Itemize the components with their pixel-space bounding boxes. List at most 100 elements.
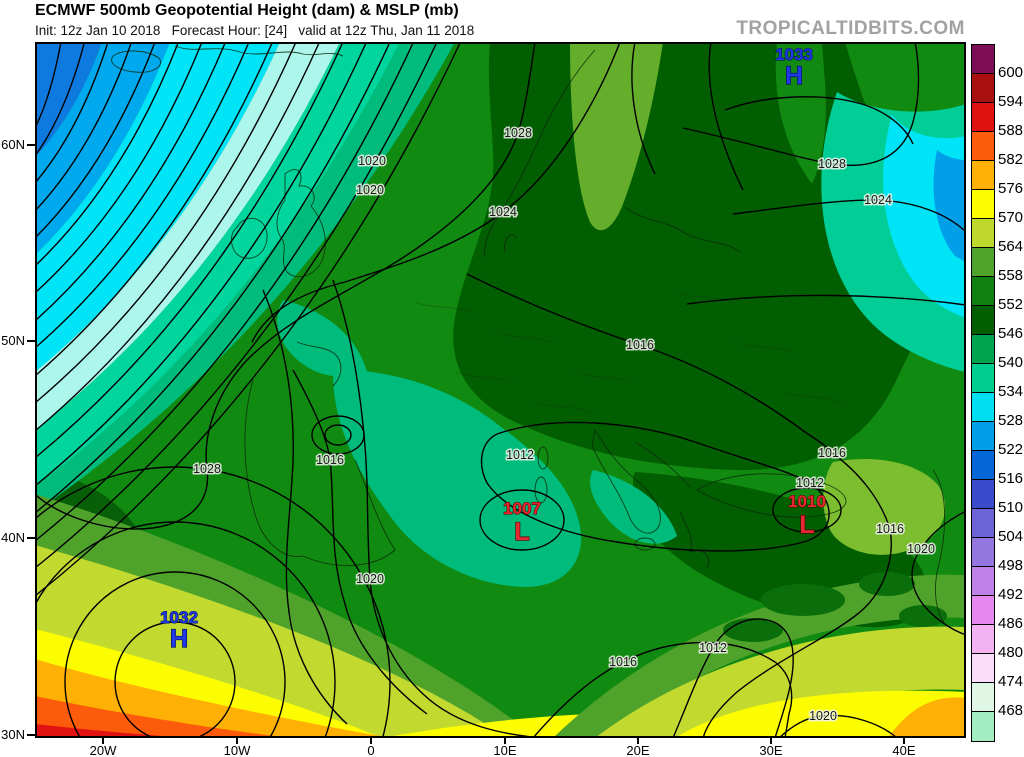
isobar-label: 1028 [818, 157, 846, 171]
colorbar-segment [972, 190, 994, 219]
colorbar [971, 44, 995, 742]
lon-label: 40E [892, 743, 916, 757]
fan-isobar-line [35, 42, 180, 267]
isobar-label-layer: 1020 1020 1028 1024 1028 1024 1016 1016 1028 1012… [192, 125, 937, 725]
colorbar-label: 504 [998, 528, 1024, 545]
fan-isobar-line [35, 42, 62, 129]
colorbar-segment [972, 422, 994, 451]
pressure-center-value: 1007 [503, 499, 541, 518]
colorbar-segment [972, 45, 994, 74]
isobar-label: 1016 [609, 655, 637, 669]
isobar-label: 1020 [356, 183, 384, 197]
colorbar-segment [972, 74, 994, 103]
colorbar-segment [972, 103, 994, 132]
colorbar-label: 528 [998, 412, 1024, 429]
map-frame [35, 42, 966, 738]
pressure-center-letter: H [170, 625, 188, 653]
lon-label: 10E [493, 743, 517, 757]
isobar-label: 1020 [907, 542, 935, 556]
fan-isobar-line [35, 42, 297, 404]
colorbar-segment [972, 567, 994, 596]
lon-tick [637, 738, 639, 744]
fan-isobar-line [35, 42, 133, 212]
lon-label: 20W [89, 743, 117, 757]
fan-isobar-line [35, 42, 109, 184]
colorbar-segment [972, 712, 994, 741]
colorbar-label: 492 [998, 586, 1024, 603]
lon-label: 10W [223, 743, 251, 757]
lat-tick [27, 537, 35, 539]
colorbar-label: 534 [998, 383, 1024, 400]
lon-label: 30E [759, 743, 783, 757]
isobar-label: 1020 [358, 154, 386, 168]
fan-isobar-line [35, 42, 203, 294]
lat-label: 60N [1, 137, 25, 152]
lat-label: 40N [1, 530, 25, 545]
lat-tick [27, 340, 35, 342]
page-title: ECMWF 500mb Geopotential Height (dam) & … [35, 2, 459, 19]
fan-isobar-line [35, 42, 415, 542]
pressure-center-letter: H [785, 62, 803, 90]
colorbar-label: 468 [998, 702, 1024, 719]
colorbar-label: 552 [998, 296, 1024, 313]
init-valid-line: Init: 12z Jan 10 2018 Forecast Hour: [24… [35, 23, 475, 38]
fan-isobar-line [35, 42, 462, 597]
fan-isobar-line [35, 42, 227, 322]
fan-isobar-line [35, 42, 156, 239]
colorbar-segment [972, 654, 994, 683]
isobar-label: 1012 [506, 448, 534, 462]
fan-isobar-line [35, 42, 274, 377]
tropicaltidbits-watermark: TROPICALTIDBITS.COM [736, 18, 965, 39]
colorbar-segment [972, 480, 994, 509]
colorbar-segment [972, 306, 994, 335]
lon-tick [770, 738, 772, 744]
pressure-center-value: 1032 [160, 608, 198, 627]
colorbar-segment [972, 451, 994, 480]
colorbar-segment [972, 538, 994, 567]
isobar-label: 1012 [796, 476, 824, 490]
colorbar-label: 588 [998, 122, 1024, 139]
pressure-center-value: 1010 [788, 492, 826, 511]
colorbar-label: 522 [998, 441, 1024, 458]
lon-label: 20E [626, 743, 650, 757]
isobar-label: 1024 [489, 205, 517, 219]
fan-isobar-line [35, 42, 86, 157]
isobar-label: 1028 [504, 126, 532, 140]
colorbar-segment [972, 335, 994, 364]
isobar-label: 1012 [699, 641, 727, 655]
colorbar-label: 594 [998, 93, 1024, 110]
colorbar-segment [972, 625, 994, 654]
colorbar-segment [972, 509, 994, 538]
fan-isobar-line [35, 42, 368, 487]
colorbar-label: 576 [998, 180, 1024, 197]
fan-isobar-line [35, 42, 344, 459]
pressure-center-value: 1033 [775, 45, 813, 64]
fan-isobar-line [35, 42, 391, 514]
colorbar-label: 474 [998, 673, 1024, 690]
pressure-center-letter: L [799, 511, 814, 539]
lat-tick [27, 144, 35, 146]
lon-tick [102, 738, 104, 744]
isobar-label: 1016 [316, 453, 344, 467]
fan-isobar-line [35, 42, 250, 349]
colorbar-label: 546 [998, 325, 1024, 342]
colorbar-segment [972, 277, 994, 306]
colorbar-label: 510 [998, 499, 1024, 516]
lon-tick [903, 738, 905, 744]
map-canvas: 1020 1020 1028 1024 1028 1024 1016 1016 1028 1012… [35, 42, 966, 738]
country-borders [414, 291, 846, 415]
fan-isobar-line [35, 42, 438, 569]
colorbar-label: 480 [998, 644, 1024, 661]
lon-tick [236, 738, 238, 744]
colorbar-segment [972, 219, 994, 248]
isobar-label: 1020 [356, 572, 384, 586]
fan-isobar-line [35, 42, 321, 432]
colorbar-segment [972, 596, 994, 625]
lon-label: 0 [367, 743, 375, 757]
lat-tick [27, 734, 35, 736]
colorbar-label: 558 [998, 267, 1024, 284]
lat-label: 50N [1, 333, 25, 348]
pressure-center-letter: L [514, 518, 529, 546]
